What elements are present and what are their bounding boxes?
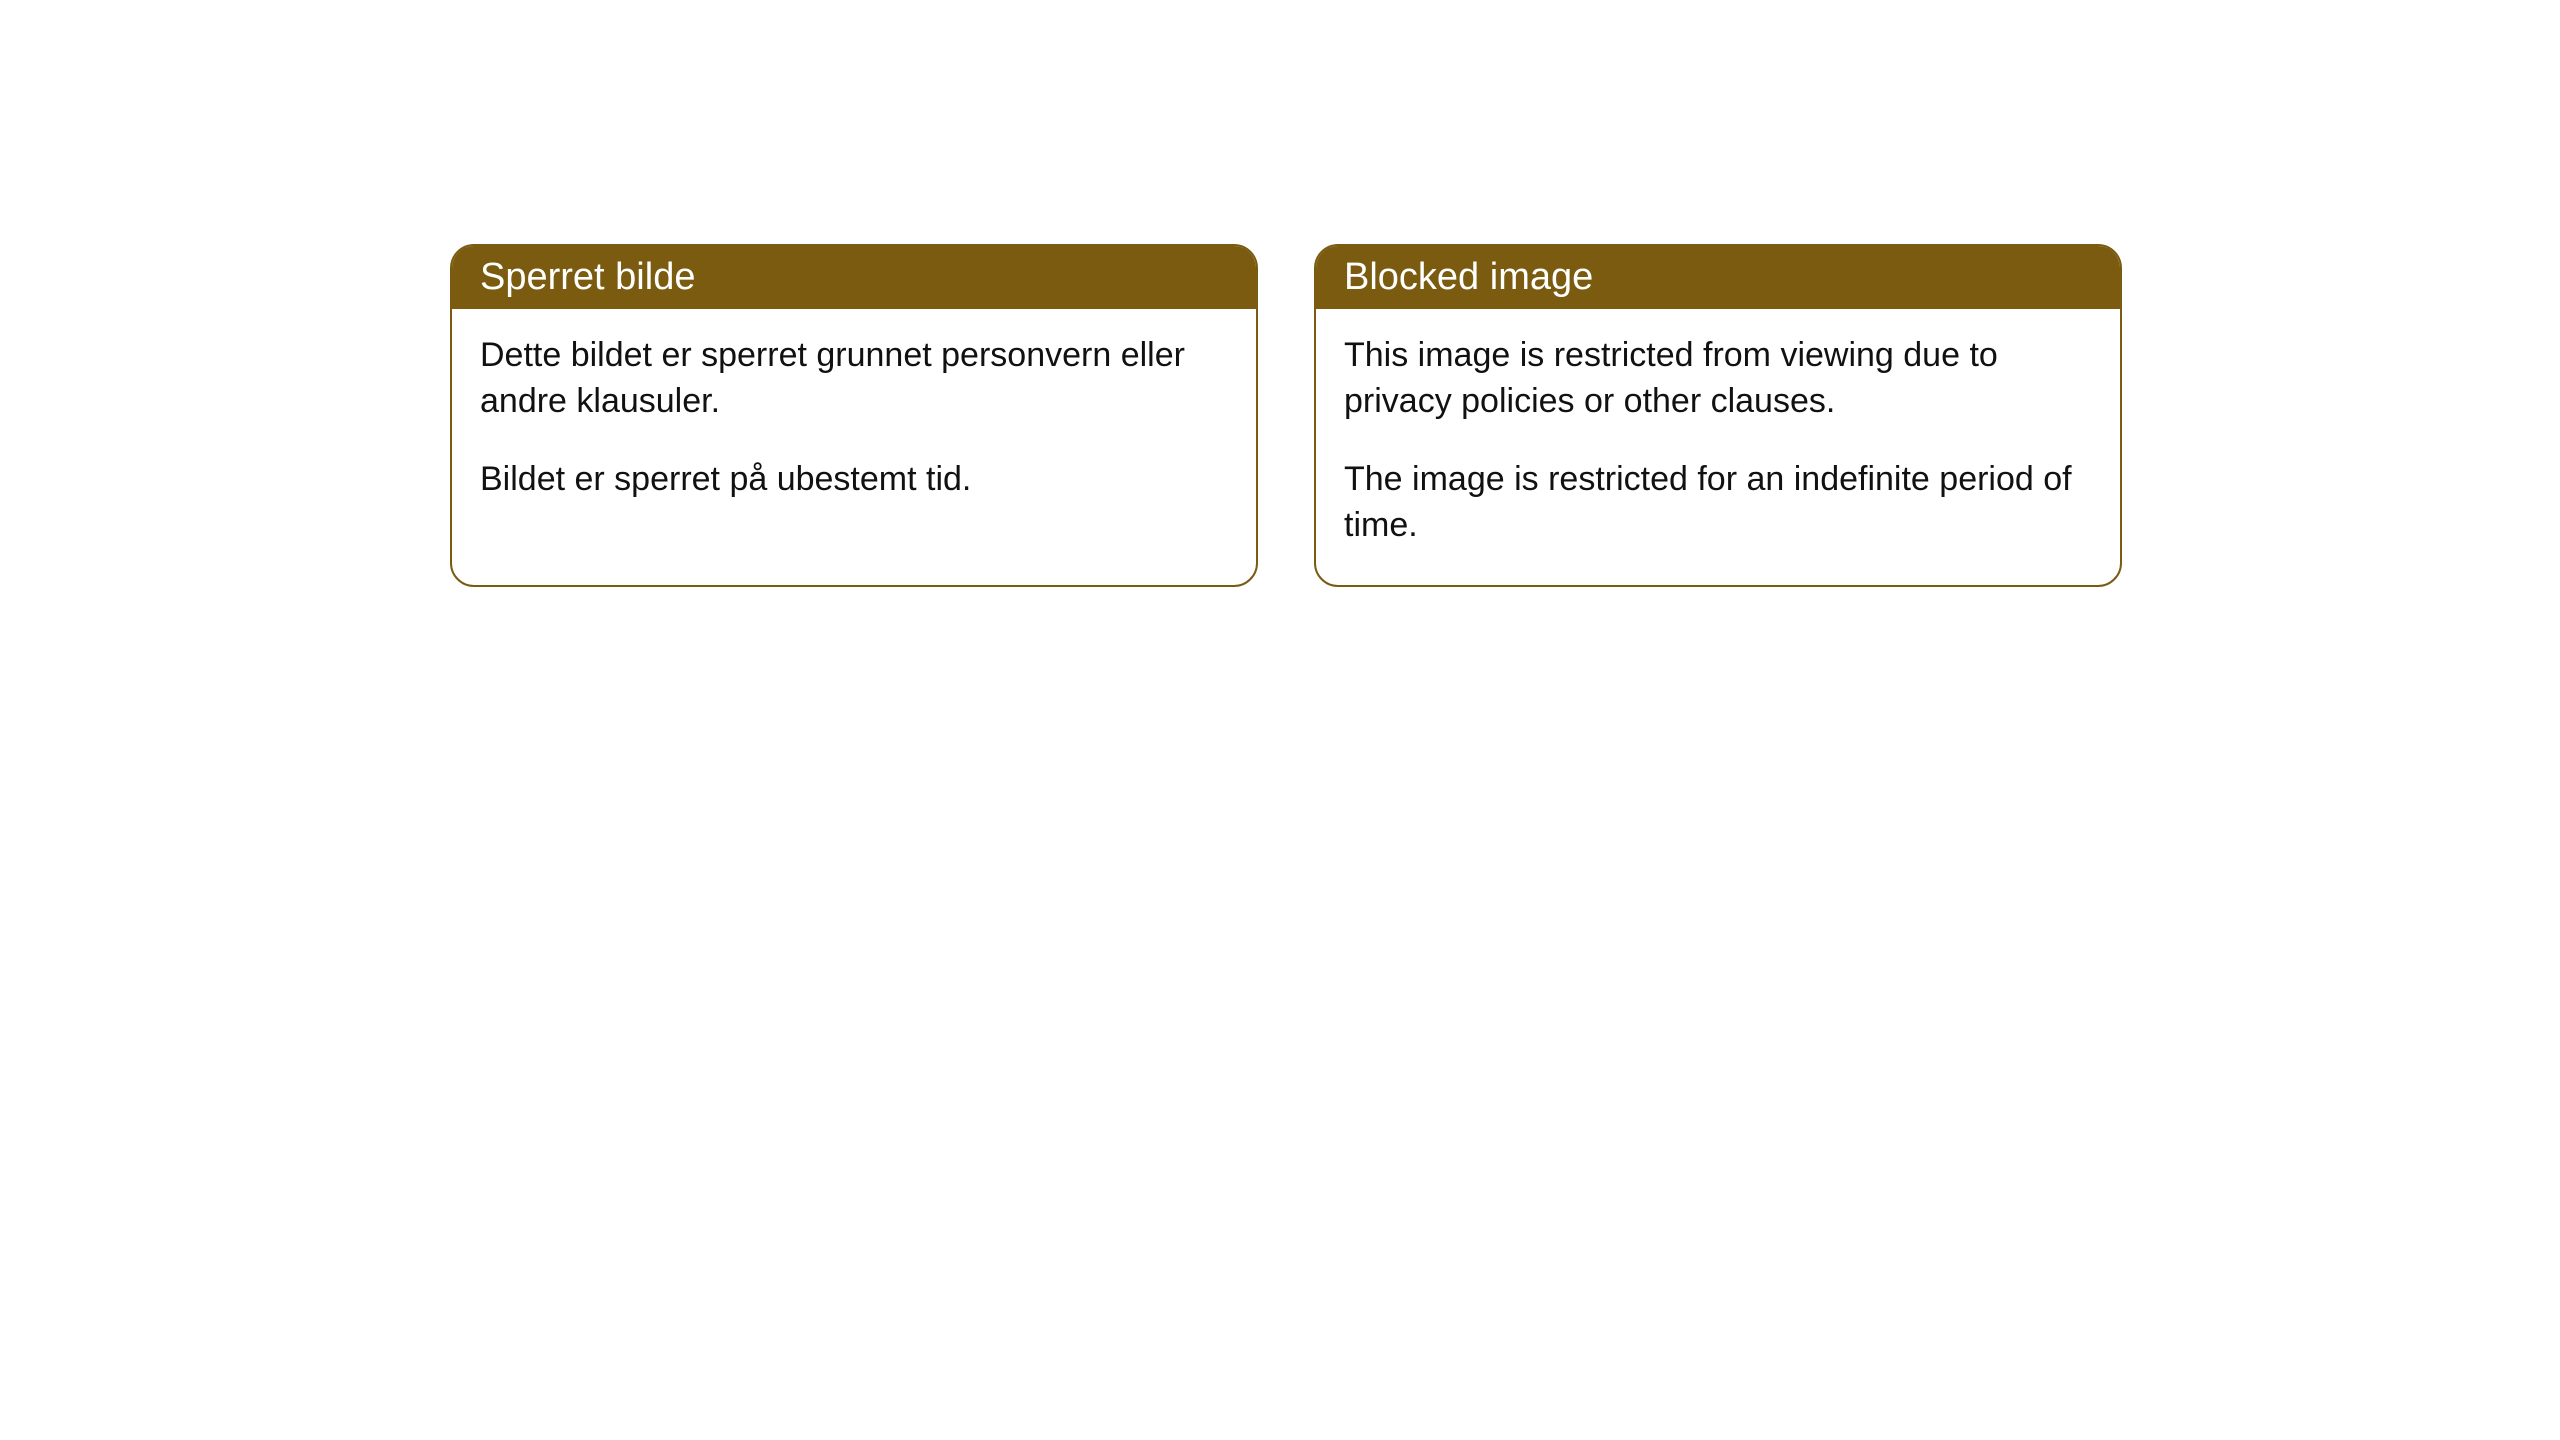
- card-body: Dette bildet er sperret grunnet personve…: [452, 309, 1256, 539]
- card-paragraph: This image is restricted from viewing du…: [1344, 333, 2092, 425]
- notice-card-container: Sperret bilde Dette bildet er sperret gr…: [0, 0, 2560, 587]
- card-paragraph: Dette bildet er sperret grunnet personve…: [480, 333, 1228, 425]
- card-title: Blocked image: [1344, 256, 1593, 298]
- card-paragraph: Bildet er sperret på ubestemt tid.: [480, 457, 1228, 503]
- notice-card-norwegian: Sperret bilde Dette bildet er sperret gr…: [450, 244, 1258, 587]
- card-body: This image is restricted from viewing du…: [1316, 309, 2120, 585]
- card-header: Sperret bilde: [452, 246, 1256, 309]
- notice-card-english: Blocked image This image is restricted f…: [1314, 244, 2122, 587]
- card-paragraph: The image is restricted for an indefinit…: [1344, 457, 2092, 549]
- card-title: Sperret bilde: [480, 256, 695, 298]
- card-header: Blocked image: [1316, 246, 2120, 309]
